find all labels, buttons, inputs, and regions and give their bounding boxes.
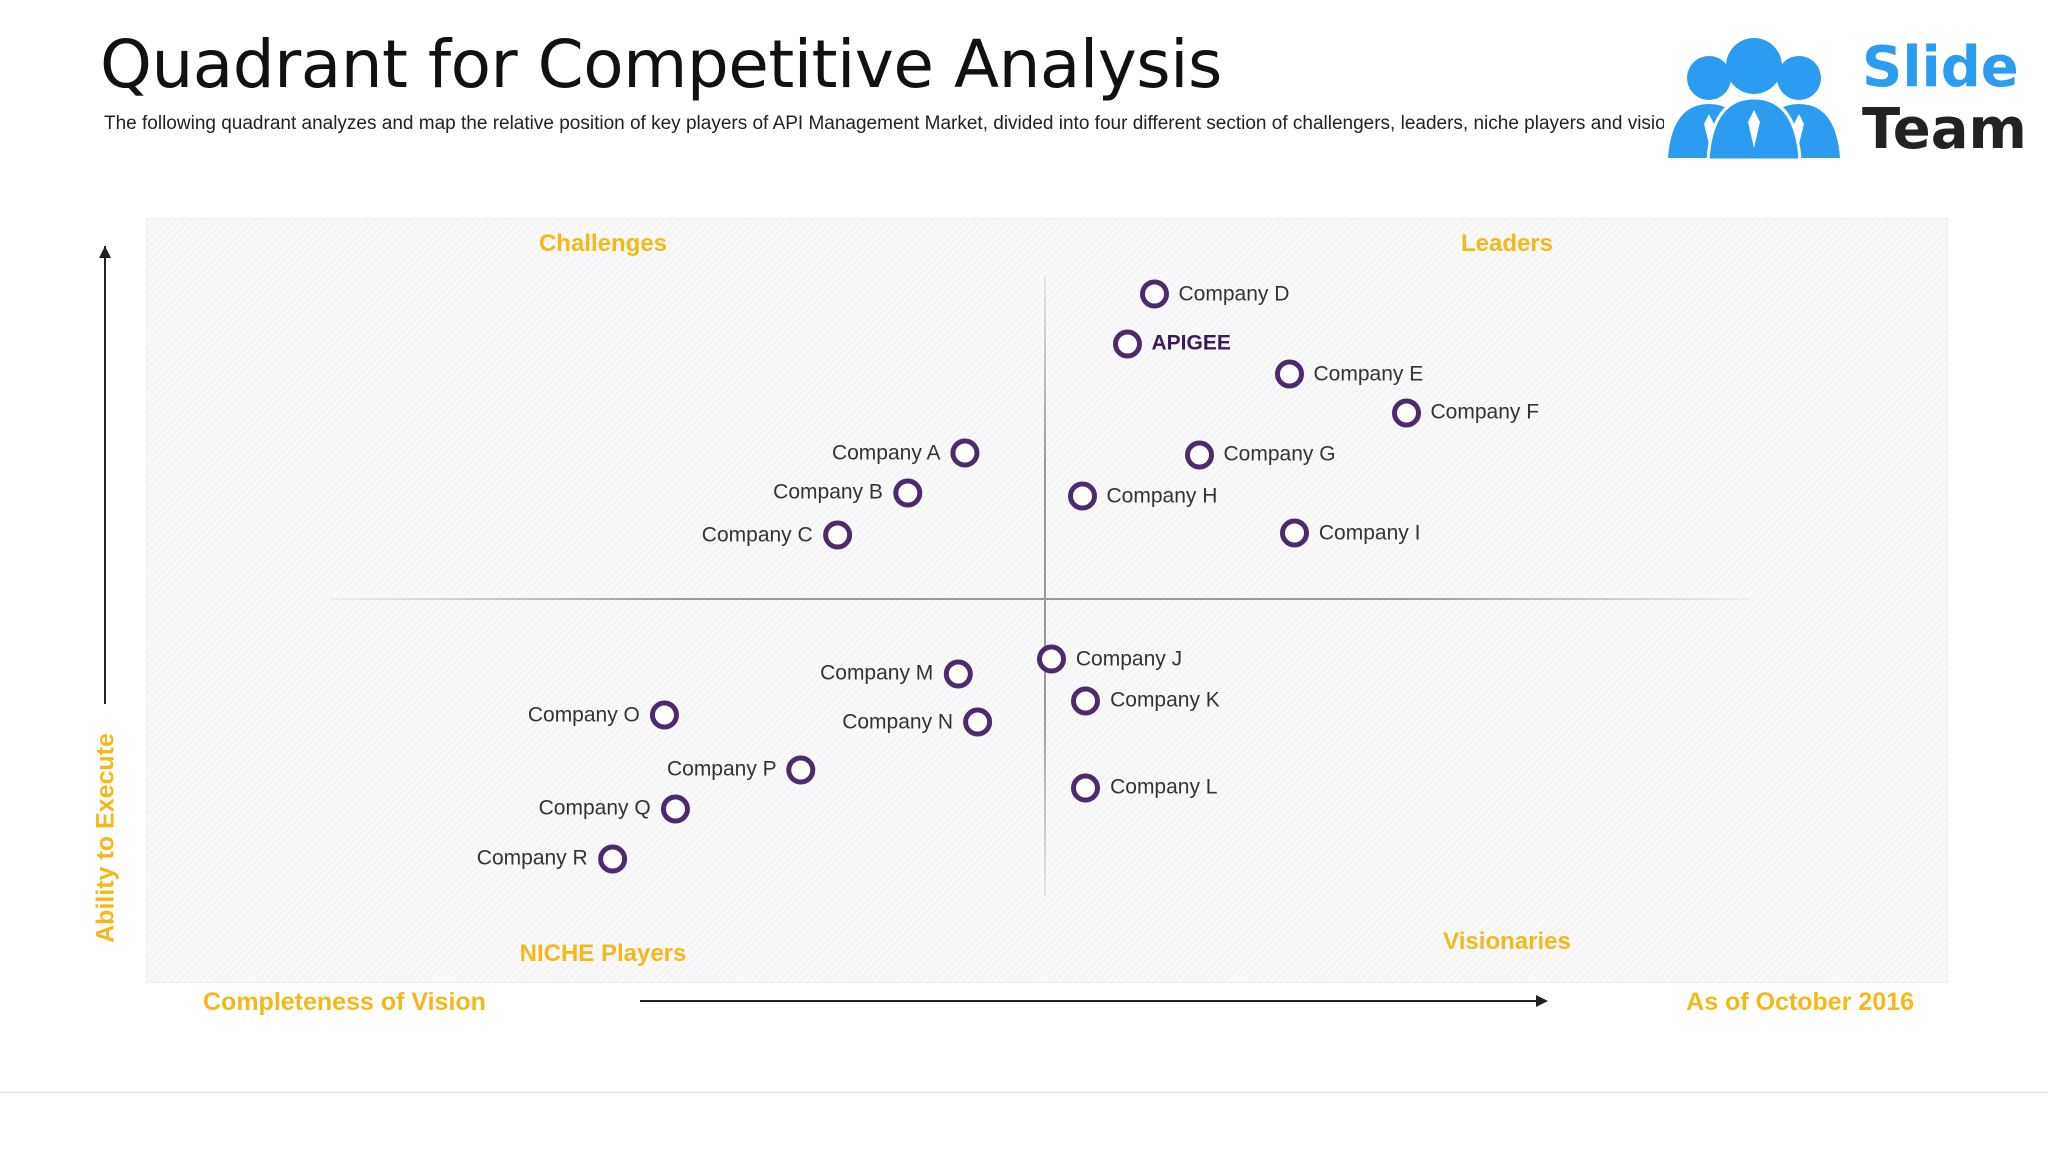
company-label: Company O (527, 703, 640, 727)
company-label: Company J (1075, 647, 1183, 670)
company-marker (1184, 440, 1214, 470)
company-point: Company G (1184, 440, 1336, 470)
company-marker (660, 794, 690, 824)
company-point: Company C (701, 520, 852, 550)
company-point: Company H (1067, 481, 1218, 511)
y-axis-label: Ability to Execute (91, 733, 120, 943)
company-point: Company D (1139, 279, 1290, 309)
company-point: Company E (1274, 359, 1424, 389)
company-point: APIGEE (1112, 329, 1231, 359)
company-marker (649, 700, 679, 730)
company-point: Company J (1036, 644, 1183, 674)
company-point: Company O (527, 700, 679, 730)
quadrant-panel (146, 218, 1948, 983)
company-marker (1067, 481, 1097, 511)
logo-text-team: Team (1862, 97, 2024, 162)
company-marker (1279, 518, 1309, 548)
company-point: Company L (1071, 773, 1218, 803)
company-point: Company M (820, 659, 973, 688)
company-label: Company C (701, 523, 813, 547)
company-marker (597, 844, 627, 874)
quadrant-label-challenges: Challenges (538, 230, 668, 257)
company-label: Company E (1313, 362, 1424, 386)
company-label: Company G (1223, 442, 1336, 466)
company-marker (1274, 359, 1304, 389)
quadrant-label-visionaries: Visionaries (1443, 928, 1571, 955)
y-axis-arrowhead (99, 246, 111, 258)
slideteam-logo: Slide Team (1664, 26, 2027, 166)
company-marker (943, 659, 973, 688)
company-marker (1071, 773, 1101, 803)
company-label: Company B (773, 480, 883, 504)
company-marker (822, 520, 852, 550)
page-subtitle: The following quadrant analyzes and map … (104, 113, 1664, 134)
x-axis-arrowhead (1536, 995, 1548, 1007)
as-of-date: As of October 2016 (1686, 988, 1914, 1016)
company-label: Company P (666, 757, 777, 781)
company-marker (1139, 279, 1169, 309)
company-marker (1036, 644, 1066, 674)
quadrant-vertical-divider (1044, 276, 1046, 896)
page-title: Quadrant for Competitive Analysis (100, 26, 1222, 103)
quadrant-label-niche-players: NICHE Players (519, 940, 687, 967)
company-point: Company F (1391, 398, 1540, 428)
company-label: APIGEE (1151, 331, 1231, 355)
company-point: Company R (476, 844, 627, 874)
company-marker (1391, 398, 1421, 428)
company-label: Company K (1110, 688, 1220, 712)
company-label: Company I (1318, 521, 1421, 545)
company-point: Company I (1279, 518, 1421, 548)
company-point: Company K (1071, 686, 1220, 716)
company-label: Company H (1106, 484, 1218, 508)
y-axis-arrow (104, 246, 106, 704)
company-marker (892, 478, 922, 508)
company-point: Company N (842, 707, 993, 737)
company-marker (786, 755, 816, 785)
company-label: Company R (476, 846, 588, 870)
footer-divider (0, 1092, 2048, 1093)
company-point: Company B (773, 478, 922, 508)
company-label: Company D (1178, 282, 1290, 306)
company-marker (950, 438, 980, 468)
x-axis-label: Completeness of Vision (203, 988, 486, 1016)
company-point: Company Q (538, 794, 690, 824)
quadrant-label-leaders: Leaders (1460, 230, 1554, 257)
company-label: Company A (831, 441, 941, 464)
x-axis-arrow (640, 1000, 1538, 1002)
company-marker (963, 707, 993, 737)
company-label: Company Q (538, 796, 651, 820)
people-icon: Slide Team (1668, 35, 2027, 162)
company-marker (1071, 686, 1101, 716)
company-label: Company F (1430, 400, 1540, 424)
company-marker (1112, 329, 1142, 359)
quadrant-horizontal-divider (330, 598, 1750, 600)
company-point: Company P (666, 755, 816, 785)
company-label: Company L (1110, 775, 1218, 799)
company-label: Company N (842, 710, 954, 734)
company-label: Company M (820, 661, 934, 685)
logo-text-slide: Slide (1862, 35, 2019, 100)
company-point: Company A (831, 438, 980, 468)
